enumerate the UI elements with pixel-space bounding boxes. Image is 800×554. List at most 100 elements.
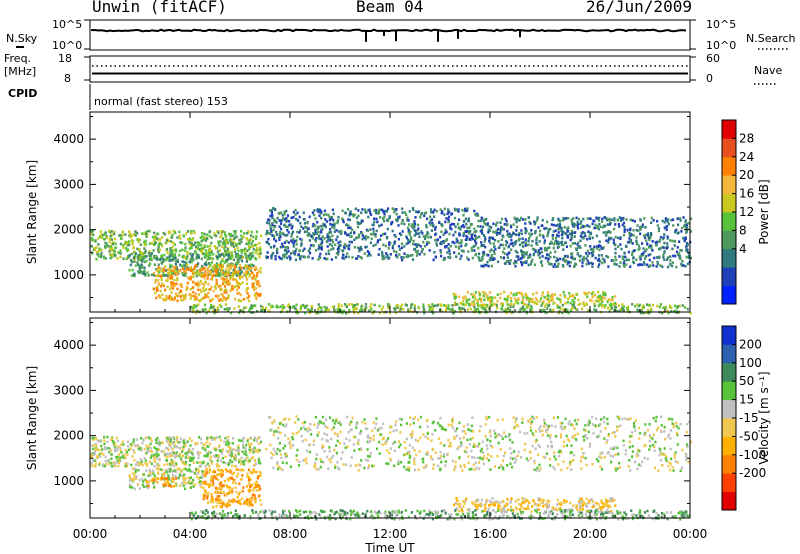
data-cell	[529, 222, 532, 225]
data-cell	[616, 218, 619, 222]
noise-left-tick-bottom: 10^0	[52, 39, 82, 52]
data-cell	[401, 219, 404, 223]
data-cell	[228, 307, 231, 310]
data-cell	[496, 221, 499, 224]
data-cell	[635, 236, 638, 239]
data-cell	[215, 234, 218, 238]
data-cell	[625, 245, 628, 248]
data-cell	[212, 264, 215, 268]
data-cell	[541, 308, 544, 312]
data-cell	[227, 283, 230, 286]
data-cell	[166, 248, 169, 251]
data-cell	[666, 237, 669, 240]
data-cell	[109, 447, 112, 451]
data-cell	[170, 485, 173, 488]
data-cell	[307, 232, 311, 235]
data-cell	[545, 226, 548, 230]
data-cell	[483, 291, 486, 295]
data-cell	[241, 460, 244, 463]
data-cell	[522, 245, 525, 248]
data-cell	[672, 254, 675, 258]
data-cell	[491, 236, 494, 240]
data-cell	[496, 306, 499, 310]
data-cell	[486, 298, 490, 301]
data-cell	[434, 304, 437, 307]
data-cell	[180, 290, 183, 293]
data-cell	[144, 462, 147, 465]
data-cell	[230, 452, 233, 455]
data-cell	[139, 458, 143, 461]
data-cell	[543, 227, 546, 230]
data-cell	[239, 502, 242, 505]
data-cell	[210, 261, 213, 264]
data-cell	[92, 444, 96, 447]
data-cell	[111, 247, 114, 250]
data-cell	[195, 246, 198, 250]
colorbar-tick-label: 12	[739, 205, 754, 219]
data-cell	[181, 260, 184, 263]
data-cell	[329, 416, 332, 419]
data-cell	[458, 234, 461, 237]
data-cell	[136, 438, 139, 441]
data-cell	[150, 439, 153, 442]
data-cell	[499, 256, 503, 259]
data-cell	[545, 256, 548, 260]
data-cell	[218, 266, 222, 269]
data-cell	[202, 286, 205, 290]
data-cell	[236, 288, 239, 292]
data-cell	[223, 231, 226, 234]
data-cell	[439, 249, 442, 252]
data-cell	[331, 223, 334, 227]
data-cell	[684, 219, 687, 222]
data-cell	[178, 234, 181, 238]
data-cell	[527, 263, 530, 267]
data-cell	[120, 237, 123, 240]
data-cell	[193, 267, 196, 271]
data-cell	[245, 237, 248, 240]
data-cell	[518, 291, 521, 294]
data-cell	[282, 217, 285, 220]
data-cell	[216, 230, 219, 233]
data-cell	[256, 483, 259, 487]
data-cell	[239, 272, 242, 276]
data-cell	[165, 279, 168, 282]
data-cell	[172, 268, 175, 272]
data-cell	[482, 265, 485, 268]
data-cell	[472, 245, 475, 248]
data-cell	[658, 305, 661, 309]
data-cell	[238, 257, 241, 261]
data-cell	[230, 266, 233, 270]
data-cell	[586, 254, 589, 258]
data-cell	[393, 464, 396, 468]
data-cell	[227, 279, 230, 283]
data-cell	[574, 247, 578, 250]
data-cell	[411, 225, 415, 228]
data-cell	[669, 304, 672, 308]
data-cell	[473, 294, 476, 297]
data-cell	[476, 225, 479, 228]
data-cell	[457, 252, 460, 255]
data-cell	[130, 463, 133, 467]
data-cell	[254, 501, 257, 504]
data-cell	[176, 445, 179, 449]
data-cell	[244, 269, 248, 273]
data-cell	[573, 225, 576, 228]
data-cell	[204, 239, 207, 242]
data-cell	[623, 230, 626, 233]
data-cell	[650, 233, 653, 237]
data-cell	[597, 259, 600, 262]
data-cell	[172, 464, 176, 468]
data-cell	[221, 230, 224, 233]
data-cell	[189, 277, 192, 281]
data-cell	[305, 230, 308, 233]
data-cell	[372, 230, 375, 234]
data-cell	[530, 229, 533, 232]
data-cell	[404, 303, 407, 306]
data-cell	[351, 228, 354, 232]
data-cell	[227, 443, 230, 447]
data-cell	[599, 298, 603, 301]
data-cell	[203, 283, 206, 287]
data-cell	[223, 288, 227, 292]
data-cell	[379, 216, 382, 219]
